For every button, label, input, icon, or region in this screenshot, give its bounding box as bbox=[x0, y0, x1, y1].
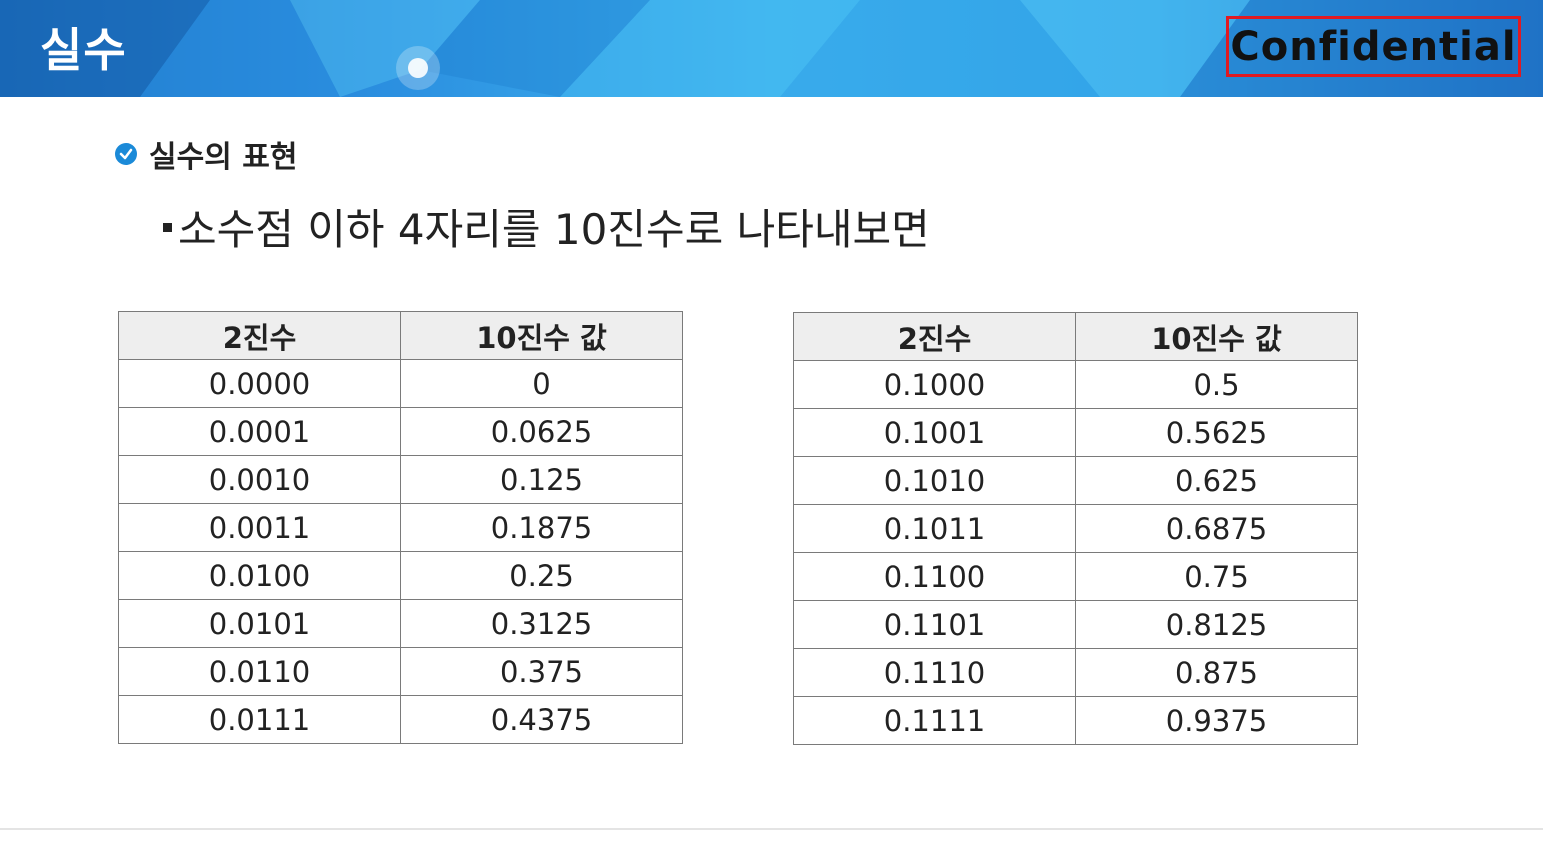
bullet-point: 소수점 이하 4자리를 10진수로 나타내보면 bbox=[163, 196, 930, 257]
decimal-cell: 0.75 bbox=[1075, 552, 1358, 601]
column-header-binary: 2진수 bbox=[118, 311, 401, 360]
binary-cell: 0.1100 bbox=[793, 552, 1076, 601]
conversion-table-right: 2진수 10진수 값 0.1000 0.5 0.1001 0.5625 0.1010… bbox=[793, 312, 1358, 745]
decimal-cell: 0.3125 bbox=[400, 599, 683, 648]
decimal-cell: 0.125 bbox=[400, 455, 683, 504]
confidential-label-box: Confidential bbox=[1226, 16, 1521, 77]
binary-cell: 0.0111 bbox=[118, 695, 401, 744]
conversion-table-left: 2진수 10진수 값 0.0000 0 0.0001 0.0625 0.0010 0.… bbox=[118, 311, 683, 744]
page-title: 실수 bbox=[40, 23, 127, 77]
table-row: 0.0001 0.0625 bbox=[118, 407, 683, 456]
binary-cell: 0.0110 bbox=[118, 647, 401, 696]
table-row: 0.1001 0.5625 bbox=[793, 408, 1358, 457]
binary-cell: 0.1110 bbox=[793, 648, 1076, 697]
table-row: 0.0100 0.25 bbox=[118, 551, 683, 600]
table-row: 0.1011 0.6875 bbox=[793, 504, 1358, 553]
table-header-row: 2진수 10진수 값 bbox=[793, 312, 1358, 361]
decimal-cell: 0.375 bbox=[400, 647, 683, 696]
table-row: 0.0110 0.375 bbox=[118, 647, 683, 696]
binary-cell: 0.0101 bbox=[118, 599, 401, 648]
decimal-cell: 0.9375 bbox=[1075, 696, 1358, 745]
table-row: 0.1110 0.875 bbox=[793, 648, 1358, 697]
confidential-label: Confidential bbox=[1230, 23, 1517, 70]
banner-background bbox=[0, 0, 1543, 97]
binary-cell: 0.1011 bbox=[793, 504, 1076, 553]
binary-cell: 0.0100 bbox=[118, 551, 401, 600]
header-banner: 실수 Confidential bbox=[0, 0, 1543, 97]
table-header-row: 2진수 10진수 값 bbox=[118, 311, 683, 360]
decimal-cell: 0.6875 bbox=[1075, 504, 1358, 553]
bullet-text: 소수점 이하 4자리를 10진수로 나타내보면 bbox=[178, 205, 930, 254]
table-row: 0.1010 0.625 bbox=[793, 456, 1358, 505]
decimal-cell: 0.625 bbox=[1075, 456, 1358, 505]
table-row: 0.0101 0.3125 bbox=[118, 599, 683, 648]
column-header-decimal: 10진수 값 bbox=[400, 311, 683, 360]
binary-cell: 0.0001 bbox=[118, 407, 401, 456]
table-row: 0.1111 0.9375 bbox=[793, 696, 1358, 745]
table-row: 0.1101 0.8125 bbox=[793, 600, 1358, 649]
column-header-binary: 2진수 bbox=[793, 312, 1076, 361]
binary-cell: 0.1000 bbox=[793, 360, 1076, 409]
binary-cell: 0.0010 bbox=[118, 455, 401, 504]
decimal-cell: 0.875 bbox=[1075, 648, 1358, 697]
table-row: 0.0011 0.1875 bbox=[118, 503, 683, 552]
decimal-cell: 0.8125 bbox=[1075, 600, 1358, 649]
square-bullet-icon bbox=[163, 223, 172, 232]
decimal-cell: 0.4375 bbox=[400, 695, 683, 744]
decimal-cell: 0 bbox=[400, 359, 683, 408]
decimal-cell: 0.5625 bbox=[1075, 408, 1358, 457]
binary-cell: 0.1101 bbox=[793, 600, 1076, 649]
binary-cell: 0.0000 bbox=[118, 359, 401, 408]
table-row: 0.1100 0.75 bbox=[793, 552, 1358, 601]
binary-cell: 0.1001 bbox=[793, 408, 1076, 457]
decimal-cell: 0.25 bbox=[400, 551, 683, 600]
decimal-cell: 0.0625 bbox=[400, 407, 683, 456]
binary-cell: 0.1111 bbox=[793, 696, 1076, 745]
table-row: 0.0000 0 bbox=[118, 359, 683, 408]
section-heading: 실수의 표현 bbox=[115, 132, 297, 176]
binary-cell: 0.1010 bbox=[793, 456, 1076, 505]
section-title: 실수의 표현 bbox=[149, 140, 298, 175]
column-header-decimal: 10진수 값 bbox=[1075, 312, 1358, 361]
table-row: 0.1000 0.5 bbox=[793, 360, 1358, 409]
decimal-cell: 0.1875 bbox=[400, 503, 683, 552]
footer-divider bbox=[0, 828, 1543, 830]
decimal-cell: 0.5 bbox=[1075, 360, 1358, 409]
check-circle-icon bbox=[115, 143, 137, 165]
table-row: 0.0010 0.125 bbox=[118, 455, 683, 504]
binary-cell: 0.0011 bbox=[118, 503, 401, 552]
table-row: 0.0111 0.4375 bbox=[118, 695, 683, 744]
